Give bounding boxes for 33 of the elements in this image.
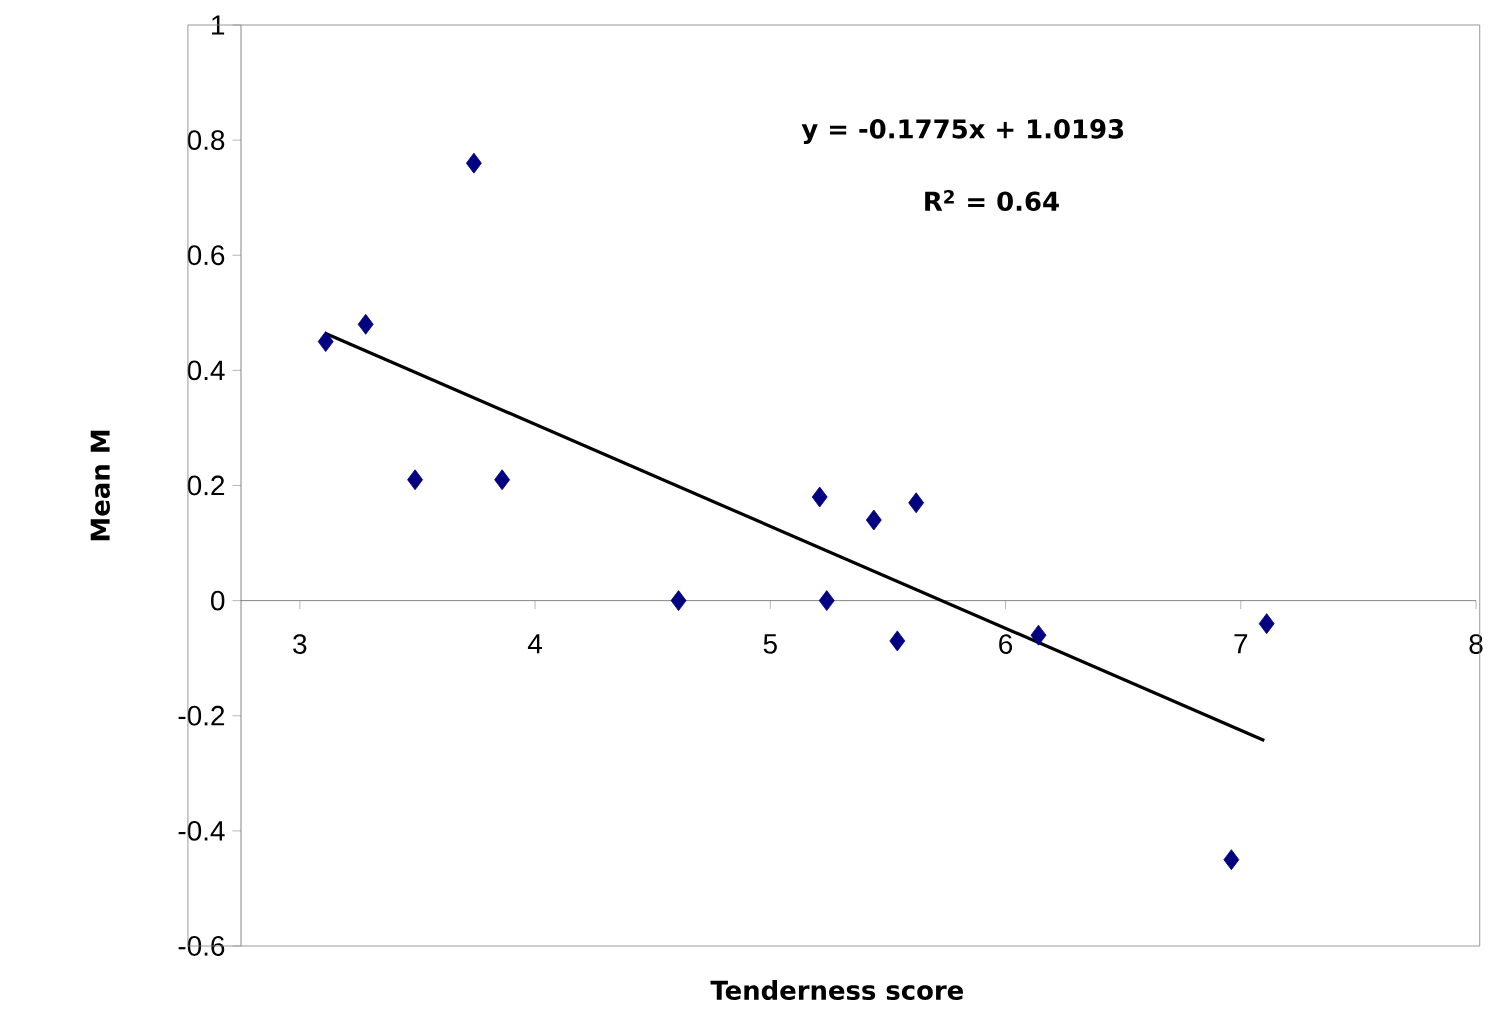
x-tick-label: 4 <box>527 634 542 654</box>
y-tick-label: 1 <box>212 15 225 35</box>
point <box>670 590 687 612</box>
y-tick-label: 0 <box>211 590 225 611</box>
x-tick-label: 5 <box>763 634 777 654</box>
point <box>818 590 835 612</box>
y-tick-label: -0.4 <box>178 820 225 841</box>
y-axis-title: Mean M <box>90 430 110 541</box>
y-tick-label: -0.6 <box>178 936 225 956</box>
point <box>407 469 423 491</box>
x-tick-label: 6 <box>999 634 1013 654</box>
y-tick-label: 0.2 <box>187 475 225 496</box>
point <box>317 331 334 352</box>
point <box>465 152 482 174</box>
y-tick-label: -0.2 <box>178 705 225 726</box>
point <box>865 509 882 531</box>
point <box>889 630 906 652</box>
annotation: y = -0.1775x + 1.0193 <box>801 119 1124 144</box>
y-tick-label: 0.6 <box>187 245 225 266</box>
point <box>811 486 828 508</box>
y-tick-label: 0.4 <box>187 360 225 381</box>
y-tick-label: 0.8 <box>187 130 225 150</box>
annotation: R$^{2}$ = 0.64 <box>925 190 1059 212</box>
x-tick-label: 3 <box>293 634 307 654</box>
x-tick-label: 8 <box>1469 634 1483 654</box>
point <box>1223 849 1240 871</box>
point <box>1030 624 1047 646</box>
point <box>357 313 374 335</box>
point <box>908 492 925 514</box>
x-axis-title: Tenderness score <box>710 979 963 1001</box>
x-tick-label: 7 <box>1234 634 1248 654</box>
point <box>1258 613 1275 635</box>
point <box>494 469 511 491</box>
